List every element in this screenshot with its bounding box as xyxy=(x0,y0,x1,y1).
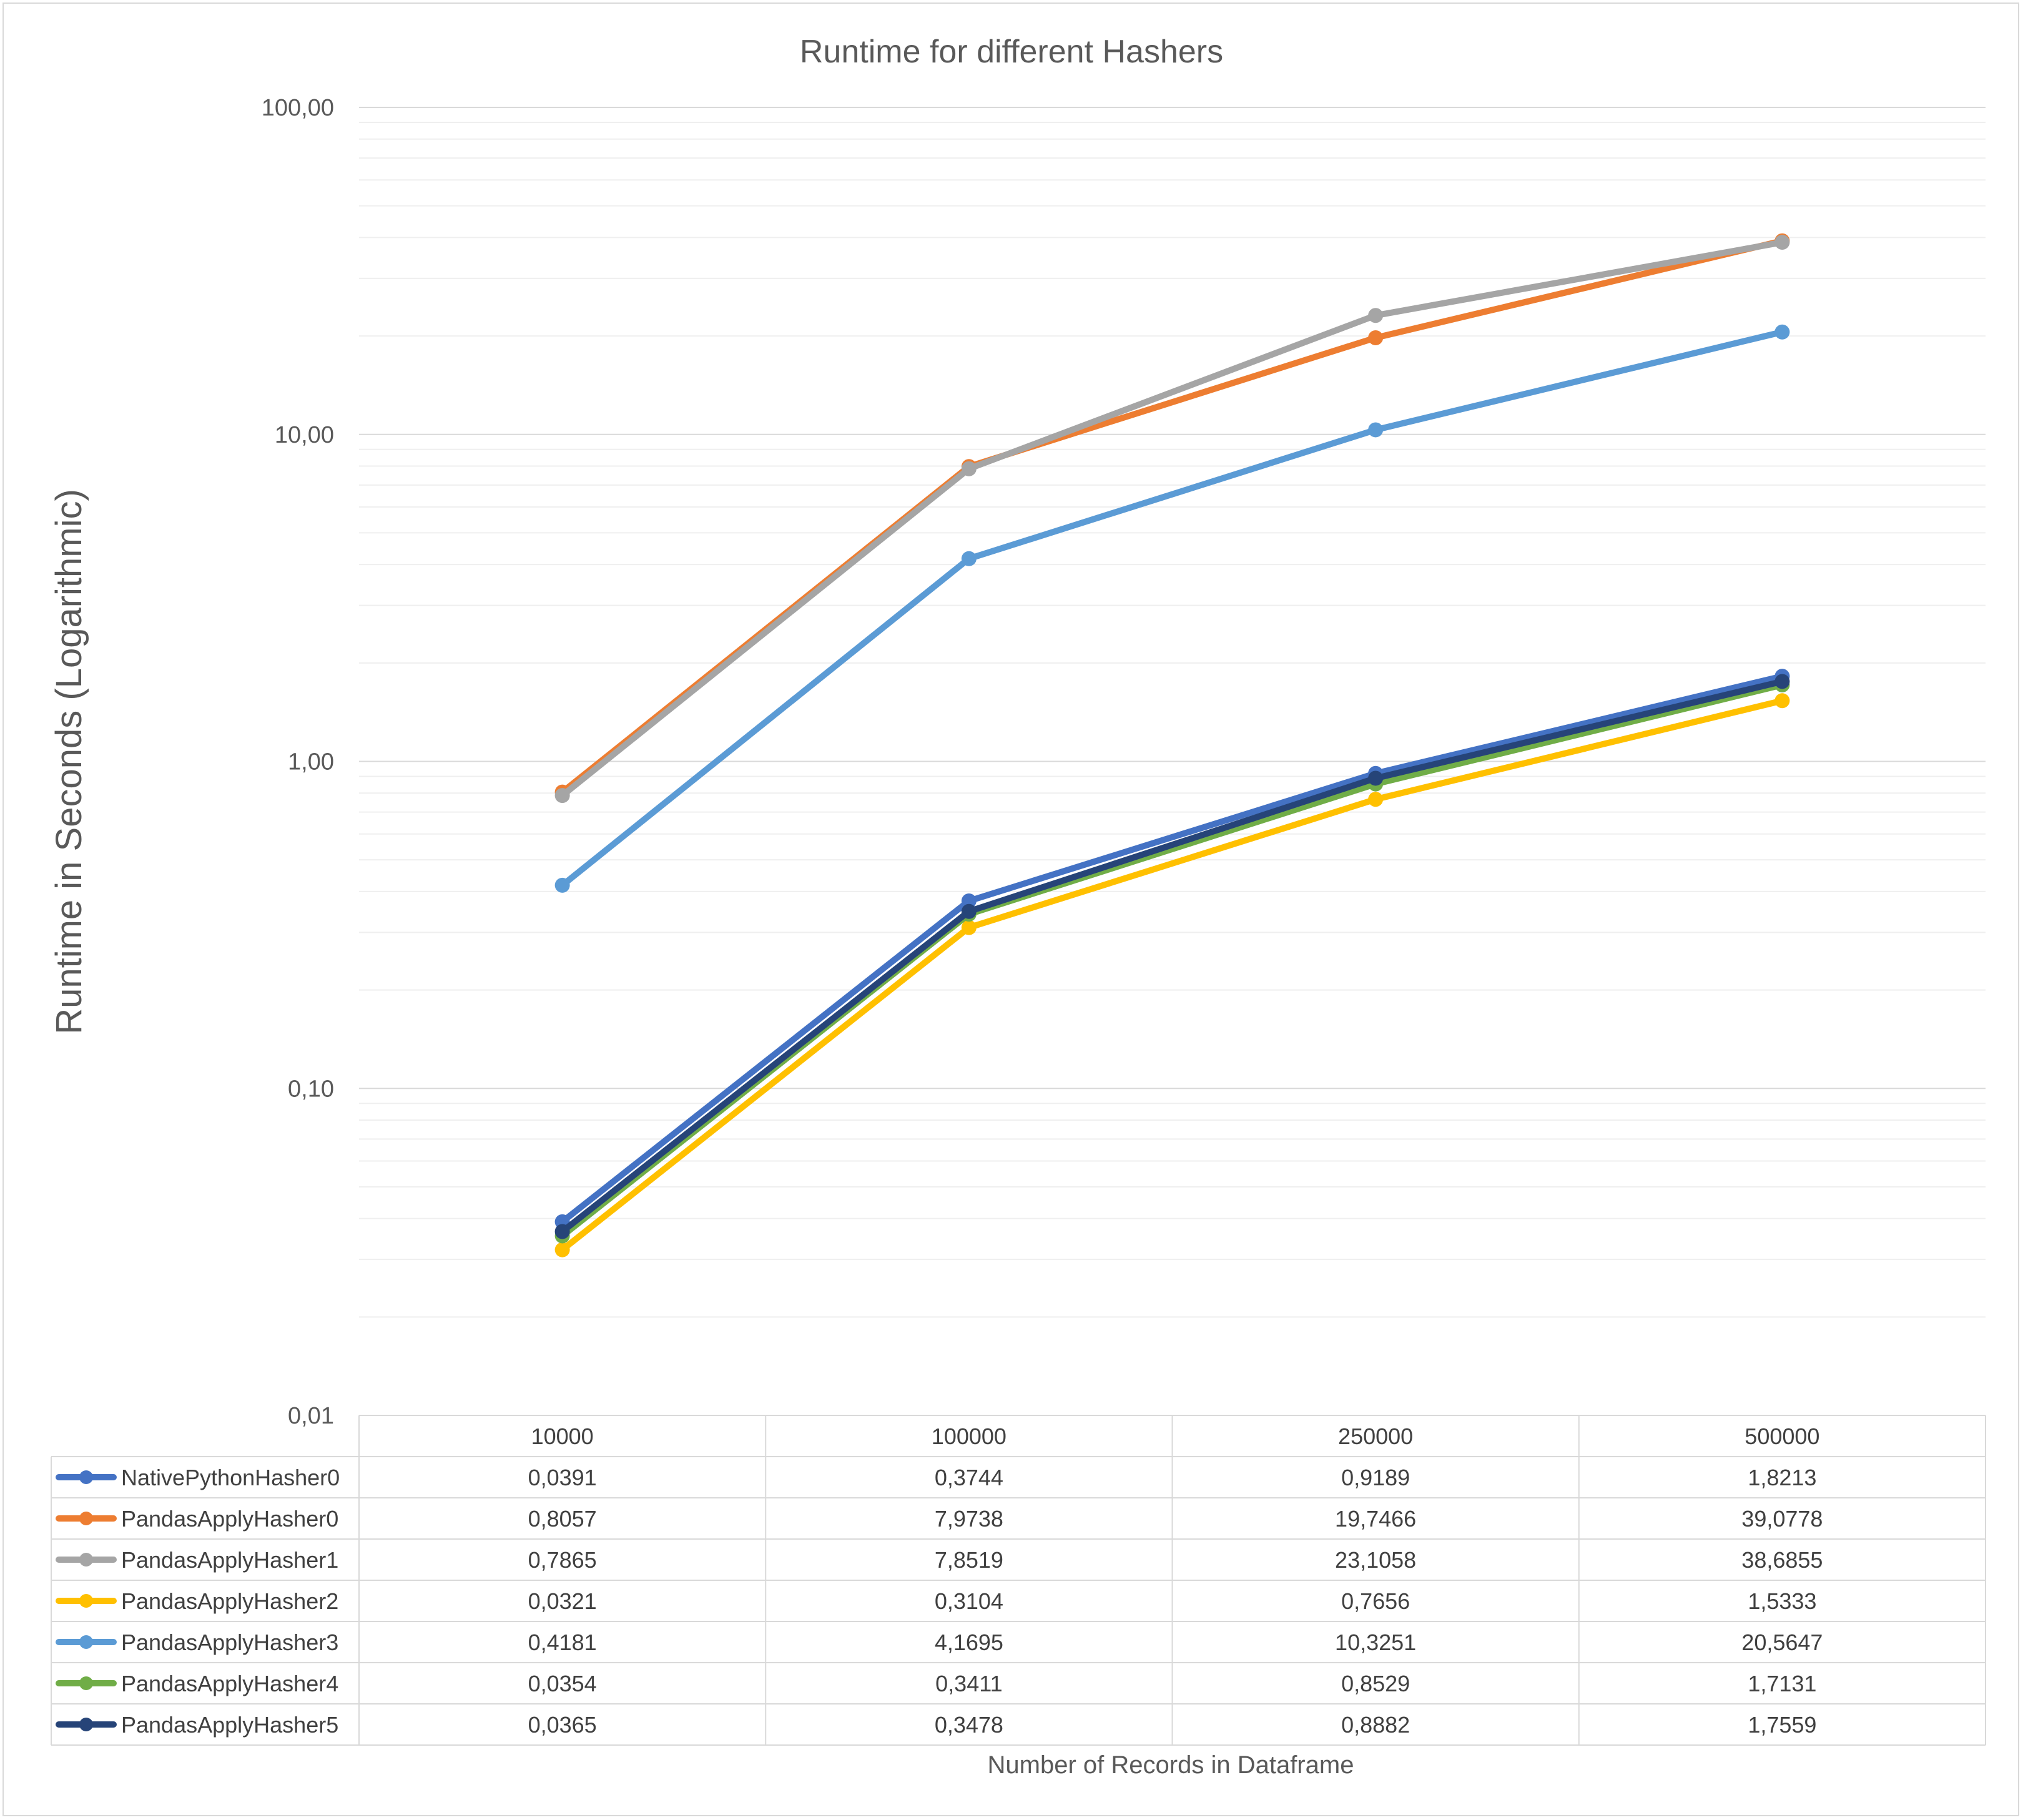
data-point xyxy=(1368,330,1384,345)
data-label: 1,8213 xyxy=(1748,1465,1816,1490)
data-label: 7,9738 xyxy=(935,1506,1003,1532)
data-label: 10,3251 xyxy=(1335,1630,1416,1655)
data-label: 19,7466 xyxy=(1335,1506,1416,1532)
data-label: 0,8529 xyxy=(1341,1671,1410,1696)
data-point xyxy=(1368,792,1384,807)
data-point xyxy=(554,788,570,804)
data-point xyxy=(961,551,977,566)
x-tick-label: 100000 xyxy=(932,1424,1007,1449)
legend-marker-swatch xyxy=(79,1635,93,1649)
chart-title: Runtime for different Hashers xyxy=(800,34,1223,70)
x-tick-label: 10000 xyxy=(531,1424,594,1449)
data-label: 0,0321 xyxy=(528,1588,597,1614)
data-label: 0,0365 xyxy=(528,1712,597,1738)
legend-marker-swatch xyxy=(79,1594,93,1608)
data-label: 38,6855 xyxy=(1741,1547,1823,1573)
series-line xyxy=(559,673,1786,1225)
legend-entry-name: NativePythonHasher0 xyxy=(121,1465,340,1490)
data-label: 1,5333 xyxy=(1748,1588,1816,1614)
data-label: 0,3744 xyxy=(935,1465,1003,1490)
legend-marker-swatch xyxy=(79,1718,93,1731)
data-point xyxy=(1368,422,1384,438)
data-label: 0,9189 xyxy=(1341,1465,1410,1490)
x-tick-label: 500000 xyxy=(1745,1424,1819,1449)
data-label: 0,3104 xyxy=(935,1588,1003,1614)
data-label: 1,7131 xyxy=(1748,1671,1816,1696)
legend-marker-swatch xyxy=(79,1470,93,1484)
legend-marker-swatch xyxy=(79,1676,93,1690)
series-line xyxy=(559,328,1786,888)
legend-marker-swatch xyxy=(79,1512,93,1525)
y-tick-label: 100,00 xyxy=(262,95,334,121)
y-tick-label: 0,01 xyxy=(288,1403,334,1429)
legend-marker-swatch xyxy=(79,1553,93,1567)
data-point xyxy=(961,903,977,919)
y-tick-labels: 0,01 0,10 1,00 10,00 100,00 xyxy=(262,95,334,1429)
data-label: 0,4181 xyxy=(528,1630,597,1655)
data-point xyxy=(1774,324,1790,340)
data-label: 39,0778 xyxy=(1741,1506,1823,1532)
x-axis-label: Number of Records in Dataframe xyxy=(988,1751,1354,1779)
data-label: 0,0391 xyxy=(528,1465,597,1490)
data-point xyxy=(1774,235,1790,250)
data-point xyxy=(554,1224,570,1239)
data-point xyxy=(1368,308,1384,323)
legend-entry-name: PandasApplyHasher1 xyxy=(121,1547,338,1573)
series-line xyxy=(559,239,1786,799)
data-label: 0,7865 xyxy=(528,1547,597,1573)
data-label: 0,8057 xyxy=(528,1506,597,1532)
legend-entry-name: PandasApplyHasher2 xyxy=(121,1588,338,1614)
legend-entry-name: PandasApplyHasher3 xyxy=(121,1630,338,1655)
data-label: 0,3411 xyxy=(935,1671,1002,1696)
data-point xyxy=(1368,770,1384,786)
data-point xyxy=(961,920,977,935)
x-tick-label: 250000 xyxy=(1338,1424,1413,1449)
series-line xyxy=(559,237,1786,795)
data-point xyxy=(554,1242,570,1257)
legend-entry-name: PandasApplyHasher4 xyxy=(121,1671,338,1696)
data-table: 10000 100000 250000 500000 NativePythonHashe… xyxy=(51,1415,1986,1746)
data-label: 0,8882 xyxy=(1341,1712,1410,1738)
y-tick-label: 0,10 xyxy=(288,1076,334,1102)
data-point xyxy=(1774,674,1790,689)
data-point xyxy=(961,893,977,908)
legend-entry-name: PandasApplyHasher5 xyxy=(121,1712,338,1738)
data-label: 20,5647 xyxy=(1741,1630,1823,1655)
legend-entry-name: PandasApplyHasher0 xyxy=(121,1506,338,1532)
series-line xyxy=(559,678,1786,1235)
data-label: 0,3478 xyxy=(935,1712,1003,1738)
gridlines xyxy=(359,107,1986,1416)
y-tick-label: 1,00 xyxy=(288,749,334,775)
data-label: 0,7656 xyxy=(1341,1588,1410,1614)
y-axis-label: Runtime in Seconds (Logarithmic) xyxy=(49,489,89,1035)
series-line xyxy=(559,697,1786,1253)
data-label: 0,0354 xyxy=(528,1671,597,1696)
data-point xyxy=(554,877,570,893)
data-point xyxy=(961,461,977,476)
series-lines xyxy=(554,233,1790,1257)
y-tick-label: 10,00 xyxy=(275,422,334,448)
series-line xyxy=(559,682,1786,1239)
data-label: 1,7559 xyxy=(1748,1712,1816,1738)
data-label: 23,1058 xyxy=(1335,1547,1416,1573)
data-label: 7,8519 xyxy=(935,1547,1003,1573)
data-point xyxy=(1774,693,1790,709)
data-label: 4,1695 xyxy=(935,1630,1003,1655)
